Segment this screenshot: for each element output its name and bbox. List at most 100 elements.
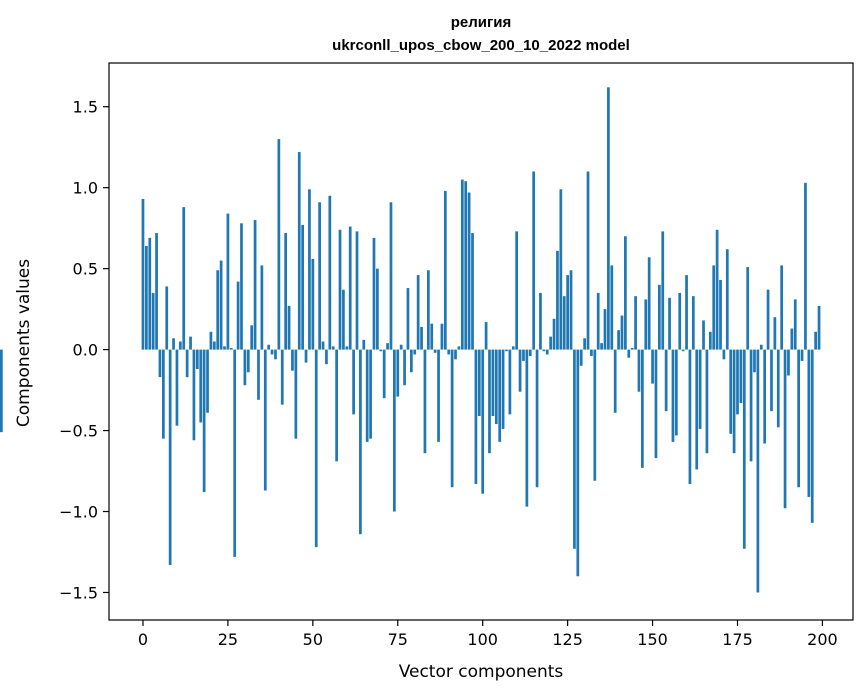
- bar: [270, 349, 274, 355]
- bar: [556, 250, 559, 350]
- bar: [484, 322, 488, 350]
- bar: [634, 296, 637, 350]
- bar: [566, 275, 569, 350]
- bar: [393, 349, 396, 512]
- bar: [549, 336, 552, 350]
- bar: [780, 265, 784, 350]
- bar: [321, 341, 325, 350]
- bar: [450, 349, 454, 488]
- bar: [369, 349, 372, 439]
- bar: [759, 344, 763, 350]
- bar: [770, 349, 773, 412]
- bar: [705, 349, 709, 454]
- bar: [613, 349, 617, 413]
- y-tick-label: 1.0: [73, 179, 98, 198]
- x-axis-label: Vector components: [399, 662, 564, 682]
- bar: [518, 349, 522, 392]
- bar: [542, 349, 546, 352]
- bar: [545, 349, 549, 355]
- bar: [511, 346, 515, 350]
- bar: [729, 349, 733, 434]
- bar: [372, 237, 376, 350]
- bar: [583, 338, 586, 350]
- bar: [817, 305, 821, 350]
- bar: [617, 330, 620, 350]
- x-tick-label: 25: [218, 630, 238, 649]
- bar: [708, 331, 712, 350]
- bar: [773, 317, 777, 350]
- bar: [624, 236, 627, 350]
- bar: [776, 349, 780, 428]
- bar: [804, 182, 807, 350]
- bar: [763, 349, 767, 444]
- x-tick-label: 125: [552, 630, 583, 649]
- bar: [155, 233, 158, 350]
- bar: [671, 349, 675, 442]
- y-axis-ticks: −1.5 −1.0 −0.5 0.0 0.5 1.0 1.5: [59, 98, 109, 602]
- bar: [569, 270, 573, 350]
- bar: [348, 226, 352, 350]
- bar: [294, 349, 298, 439]
- bar: [477, 349, 481, 416]
- bar: [698, 349, 702, 429]
- bar: [630, 347, 634, 350]
- bar: [399, 344, 403, 350]
- bar: [539, 292, 542, 350]
- bar: [430, 323, 434, 350]
- bar: [573, 349, 576, 549]
- bar: [376, 268, 379, 350]
- x-tick-label: 150: [637, 630, 668, 649]
- bar: [691, 296, 695, 350]
- bar: [467, 192, 471, 350]
- bar: [165, 286, 169, 350]
- bar: [732, 349, 736, 454]
- x-tick-label: 100: [467, 630, 498, 649]
- bar: [314, 349, 318, 548]
- bar: [447, 349, 451, 355]
- bar: [284, 233, 288, 350]
- bar: [141, 199, 145, 350]
- bar: [206, 349, 209, 413]
- bar: [620, 315, 624, 350]
- y-tick-label: −1.0: [59, 503, 98, 522]
- bar: [793, 299, 797, 350]
- bar: [331, 346, 335, 350]
- bar: [756, 349, 760, 593]
- bar: [641, 349, 644, 468]
- bar: [263, 349, 267, 491]
- y-axis-label: Components values: [14, 259, 34, 427]
- bar: [325, 349, 328, 365]
- bar: [396, 349, 400, 397]
- bar: [742, 349, 746, 549]
- bar: [250, 325, 254, 350]
- bar: [386, 343, 389, 350]
- bar: [695, 349, 699, 470]
- bar: [736, 349, 739, 415]
- bar: [766, 289, 770, 350]
- y-tick-label: −0.5: [59, 422, 98, 441]
- bar: [460, 179, 464, 350]
- bar: [226, 213, 230, 350]
- bar: [345, 346, 349, 350]
- bar: [236, 281, 240, 350]
- bar: [647, 257, 651, 350]
- bar: [596, 292, 600, 350]
- bar: [464, 181, 468, 350]
- bar: [535, 349, 539, 488]
- bar: [192, 349, 196, 441]
- bar: [454, 349, 457, 360]
- bar: [195, 349, 199, 370]
- bar: [297, 152, 301, 350]
- bar: [185, 349, 189, 378]
- bar: [651, 349, 654, 384]
- bar: [528, 349, 532, 357]
- bar: [151, 292, 155, 350]
- bar: [233, 349, 237, 557]
- bar: [457, 346, 461, 350]
- y-tick-label: 1.5: [73, 98, 98, 117]
- bar: [433, 349, 437, 353]
- bar: [362, 339, 366, 350]
- bar: [182, 207, 186, 350]
- bar: [301, 224, 304, 350]
- bar: [277, 139, 281, 350]
